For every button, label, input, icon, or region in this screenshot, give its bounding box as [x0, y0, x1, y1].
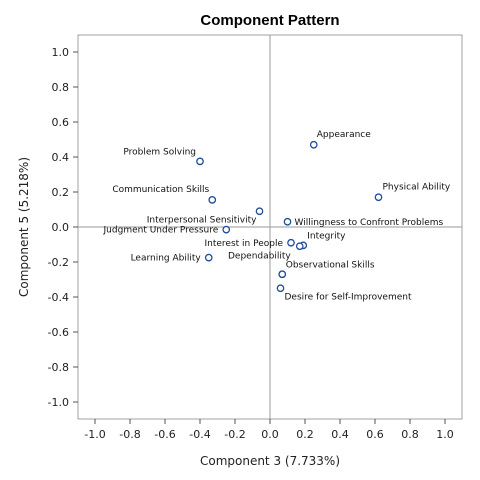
y-tick-label: 0.6 [52, 116, 70, 129]
y-axis-label: Component 5 (5.218%) [17, 157, 31, 297]
point-label-appearance: Appearance [317, 130, 372, 140]
y-tick-label: 0.8 [52, 81, 70, 94]
point-label-observational-skills: Observational Skills [286, 260, 375, 270]
point-label-interest-in-people: Interest in People [204, 239, 283, 249]
x-axis: -1.0 -0.8 -0.6 -0.4 -0.2 0.0 0.2 0.4 0.6 0.8 1.0 [84, 419, 454, 441]
point-label-interpersonal-sensitivity: Interpersonal Sensitivity [147, 215, 257, 225]
y-tick-label: -0.2 [48, 256, 69, 269]
point-observational-skills [278, 270, 287, 279]
x-tick-label: -0.4 [189, 428, 210, 441]
point-label-problem-solving: Problem Solving [123, 147, 196, 157]
point-label-dependability: Dependability [228, 252, 291, 262]
x-tick-label: 0.8 [401, 428, 419, 441]
y-tick-label: 0.2 [52, 186, 70, 199]
data-points [196, 140, 383, 293]
point-interpersonal-sensitivity [255, 207, 264, 216]
y-tick-label: -0.8 [48, 361, 69, 374]
point-communication-skills [208, 196, 217, 204]
point-label-learning-ability: Learning Ability [131, 254, 202, 264]
point-label-willingness-to-confront-problems: Willingness to Confront Problems [295, 218, 444, 228]
point-label-judgment-under-pressure: Judgment Under Pressure [103, 226, 219, 236]
point-judgment-under-pressure [222, 225, 231, 234]
point-problem-solving [196, 157, 204, 166]
point-label-integrity: Integrity [307, 231, 346, 241]
reference-lines [78, 35, 462, 419]
x-tick-label: -0.8 [119, 428, 140, 441]
y-tick-label: -0.6 [48, 326, 69, 339]
point-desire-for-self-improvement [276, 284, 285, 293]
y-tick-label: 0.4 [52, 151, 70, 164]
y-tick-label: -1.0 [48, 396, 69, 409]
x-tick-label: 0.6 [366, 428, 384, 441]
point-interest-in-people [287, 238, 295, 247]
x-tick-label: -1.0 [84, 428, 105, 441]
x-tick-label: 1.0 [436, 428, 454, 441]
x-tick-label: 0.4 [331, 428, 349, 441]
y-tick-label: -0.4 [48, 291, 69, 304]
x-axis-label: Component 3 (7.733%) [200, 454, 340, 468]
point-learning-ability [204, 253, 213, 262]
y-tick-label: 1.0 [52, 46, 70, 59]
y-tick-label: 0.0 [52, 221, 70, 234]
point-unlabeled [295, 242, 304, 251]
point-label-desire-for-self-improvement: Desire for Self-Improvement [285, 292, 412, 302]
x-tick-label: -0.6 [154, 428, 175, 441]
point-physical-ability [374, 193, 383, 202]
point-label-physical-ability: Physical Ability [383, 182, 451, 192]
point-labels: Appearance Problem Solving Physical Abilit… [103, 130, 451, 303]
point-willingness-to-confront-problems [283, 217, 292, 226]
x-tick-label: 0.2 [296, 428, 314, 441]
y-axis: 1.0 0.8 0.6 0.4 0.2 0.0 -0.2 -0.4 -0.6 -0.8 -1.0 [48, 46, 78, 409]
chart-title: Component Pattern [200, 12, 339, 29]
x-tick-label: 0.0 [261, 428, 279, 441]
point-label-communication-skills: Communication Skills [112, 185, 209, 195]
x-tick-label: -0.2 [224, 428, 245, 441]
point-appearance [309, 140, 318, 149]
